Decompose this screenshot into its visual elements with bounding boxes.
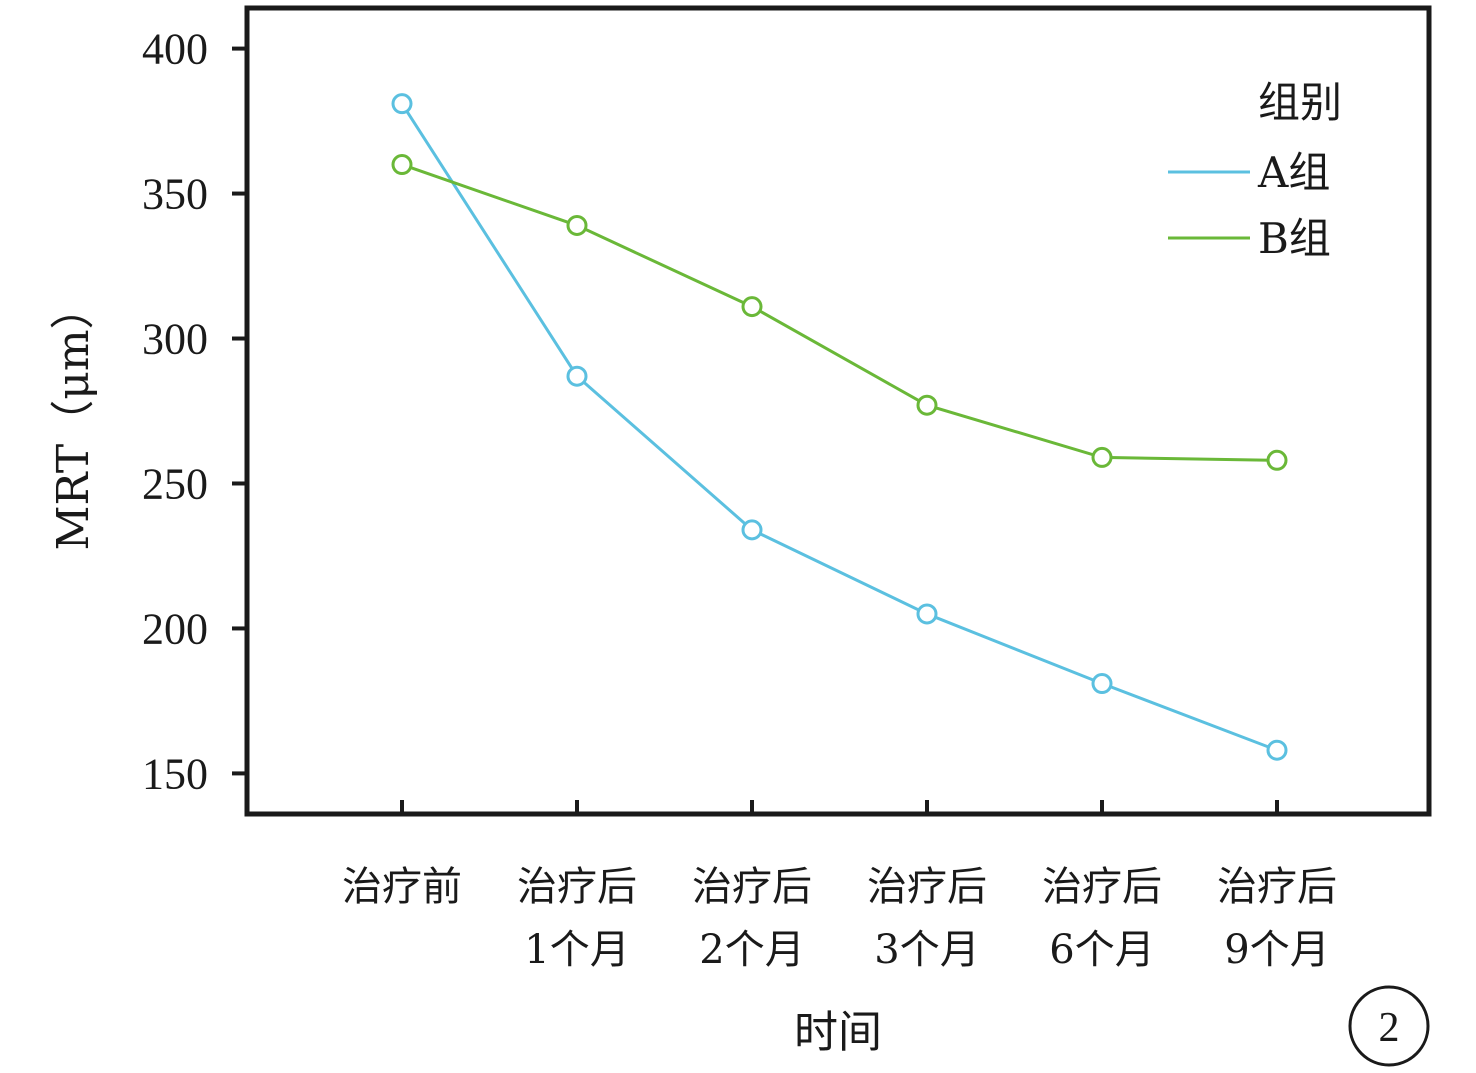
series-layer xyxy=(391,93,1288,761)
data-point xyxy=(1091,673,1113,695)
x-tick-label: 1个月 xyxy=(524,927,629,973)
y-tick-label: 150 xyxy=(142,749,208,798)
x-tick-label: 9个月 xyxy=(1224,927,1329,973)
legend-label-b: B组 xyxy=(1258,214,1331,263)
data-point xyxy=(391,154,413,176)
legend-title: 组别 xyxy=(1258,78,1342,127)
panel-label: 2 xyxy=(1348,985,1430,1067)
x-axis-title: 时间 xyxy=(794,1007,882,1058)
data-point xyxy=(916,394,938,416)
y-tick-label: 250 xyxy=(142,459,208,508)
data-point xyxy=(566,214,588,236)
y-axis-title: MRT（μm） xyxy=(48,285,99,550)
series-b xyxy=(391,154,1288,471)
x-tick-label: 治疗后 xyxy=(692,864,812,910)
y-axis: 150 200 250 300 350 400 xyxy=(142,25,247,798)
y-tick-label: 300 xyxy=(142,315,208,364)
plot-frame xyxy=(244,5,1432,817)
x-tick-label: 治疗后 xyxy=(867,864,987,910)
data-point xyxy=(741,296,763,318)
data-point xyxy=(1266,449,1288,471)
legend-label-a: A组 xyxy=(1257,148,1330,197)
x-tick-label: 治疗后 xyxy=(1042,864,1162,910)
panel-label-circle xyxy=(1348,985,1430,1067)
data-point xyxy=(1266,739,1288,761)
x-tick-label: 治疗后 xyxy=(1217,864,1337,910)
x-axis: 治疗前 治疗后 1个月 治疗后 2个月 治疗后 3个月 治疗后 6个月 治疗后 9个月 xyxy=(342,800,1337,973)
data-point xyxy=(1091,446,1113,468)
x-tick-label: 2个月 xyxy=(699,927,804,973)
y-tick-label: 400 xyxy=(142,25,208,74)
panel-label-text: 2 xyxy=(1379,1005,1400,1051)
x-tick-label: 治疗前 xyxy=(342,864,462,910)
legend: 组别 A组 B组 xyxy=(1168,78,1342,263)
data-point xyxy=(391,93,413,115)
series-line xyxy=(400,102,1278,752)
y-tick-label: 200 xyxy=(142,604,208,653)
y-tick-label: 350 xyxy=(142,170,208,219)
x-tick-label: 3个月 xyxy=(874,927,979,973)
data-point xyxy=(566,365,588,387)
series-a xyxy=(391,93,1288,761)
data-point xyxy=(741,519,763,541)
series-line xyxy=(401,163,1278,462)
x-tick-label: 6个月 xyxy=(1049,927,1154,973)
x-tick-label: 治疗后 xyxy=(517,864,637,910)
data-point xyxy=(916,603,938,625)
